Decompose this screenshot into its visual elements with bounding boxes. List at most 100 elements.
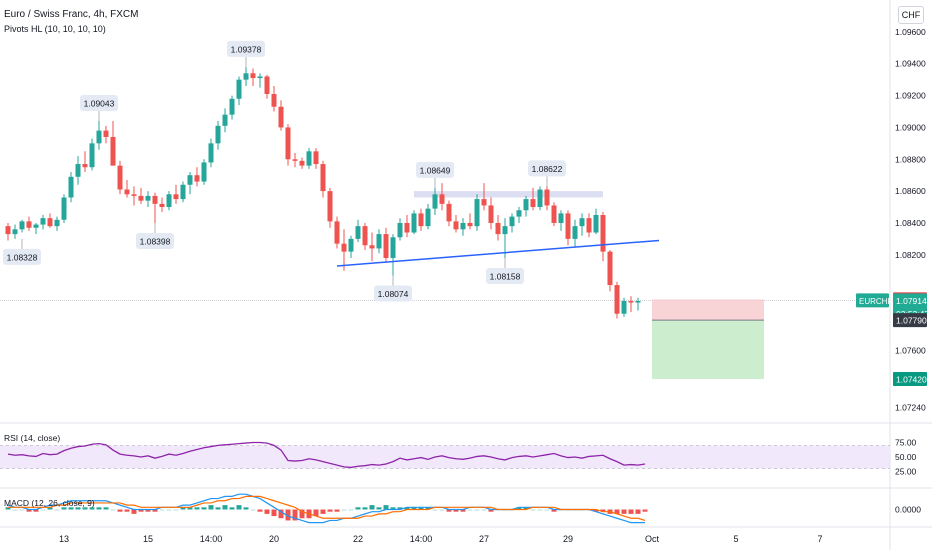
- time-tick-label: 14:00: [410, 534, 433, 544]
- candle-body: [12, 229, 18, 235]
- candle-body: [635, 300, 641, 303]
- entry-price-badge-bg: [893, 313, 927, 328]
- price-tick-label: 1.08800: [895, 154, 926, 164]
- candle-body: [439, 194, 445, 204]
- take-profit-zone: [652, 320, 764, 380]
- pivot-label: 1.08328: [7, 252, 38, 262]
- candle-body: [558, 213, 564, 223]
- resistance-zone: [414, 191, 603, 198]
- candle-body: [523, 199, 529, 211]
- macd-histogram-bar: [593, 509, 599, 512]
- candle-body: [411, 213, 417, 233]
- macd-histogram-bar: [47, 507, 53, 510]
- candle-body: [362, 226, 368, 246]
- macd-histogram-bar: [432, 509, 438, 511]
- macd-histogram-bar: [404, 507, 410, 510]
- candle-body: [47, 218, 53, 227]
- candle-body: [180, 184, 186, 200]
- candle-body: [628, 300, 634, 303]
- candle-body: [516, 210, 522, 217]
- candle-body: [110, 136, 116, 166]
- time-tick-label: 7: [817, 534, 822, 544]
- candle-body: [285, 127, 291, 160]
- macd-histogram-bar: [243, 507, 249, 510]
- candle-body: [75, 164, 81, 177]
- pivot-label-bg: [374, 285, 412, 302]
- indicator-legend[interactable]: Pivots HL (10, 10, 10, 10): [4, 24, 106, 34]
- candle-body: [159, 203, 165, 208]
- macd-histogram-bar: [537, 509, 543, 511]
- macd-histogram-bar: [355, 507, 361, 510]
- macd-histogram-bar: [376, 507, 382, 510]
- macd-histogram-bar: [131, 509, 137, 514]
- candle-body: [82, 164, 88, 168]
- candle-body: [145, 195, 151, 201]
- macd-histogram-bar: [530, 509, 536, 511]
- macd-histogram-bar: [544, 509, 550, 511]
- rsi-line: [7, 441, 646, 469]
- stop-loss-zone: [652, 299, 764, 321]
- pivot-label: 1.08158: [490, 271, 521, 281]
- rsi-tick-label: 75.00: [895, 438, 917, 448]
- candle-body: [299, 160, 305, 166]
- candle-body: [166, 194, 172, 208]
- macd-histogram-bar: [621, 509, 627, 514]
- candle-body: [229, 98, 235, 115]
- time-tick-label: 13: [59, 534, 69, 544]
- candle-body: [348, 238, 354, 252]
- candle-body: [607, 251, 613, 286]
- candle-body: [68, 176, 74, 198]
- macd-histogram-bar: [439, 509, 445, 511]
- macd-histogram-bar: [516, 507, 522, 510]
- candle-body: [460, 222, 466, 230]
- macd-histogram-bar: [488, 509, 494, 512]
- macd-histogram-bar: [446, 509, 452, 512]
- candle-body: [551, 205, 557, 223]
- candle-body: [488, 205, 494, 223]
- macd-histogram-bar: [145, 509, 151, 512]
- currency-button[interactable]: CHF: [898, 6, 924, 24]
- candle-body: [369, 245, 375, 249]
- candle-body: [313, 151, 319, 165]
- time-tick-label: 5: [733, 534, 738, 544]
- macd-histogram-bar: [341, 509, 347, 511]
- macd-histogram-bar: [292, 509, 298, 521]
- time-tick-label: Oct: [645, 534, 660, 544]
- candle-body: [292, 159, 298, 161]
- macd-histogram-bar: [348, 509, 354, 511]
- candle-body: [257, 76, 263, 79]
- candle-body: [124, 189, 130, 195]
- candle-body: [306, 151, 312, 166]
- candle-body: [614, 285, 620, 314]
- candle-body: [565, 213, 571, 239]
- macd-histogram-bar: [229, 507, 235, 510]
- candle-body: [376, 234, 382, 249]
- price-tick-label: 1.09000: [895, 122, 926, 132]
- candle-body: [320, 164, 326, 192]
- chart-title: Euro / Swiss Franc, 4h, FXCM: [4, 9, 139, 20]
- price-tick-label: 1.07240: [895, 403, 926, 413]
- pivot-label-bg: [416, 161, 454, 178]
- candle-body: [152, 195, 158, 204]
- candle-body: [425, 208, 431, 227]
- candle-body: [432, 194, 438, 209]
- candle-body: [341, 243, 347, 252]
- candle-body: [215, 125, 221, 144]
- macd-histogram-bar: [481, 509, 487, 511]
- macd-histogram-bar: [33, 509, 39, 512]
- macd-histogram-bar: [75, 507, 81, 510]
- candle-body: [250, 73, 256, 79]
- candle-body: [243, 73, 249, 80]
- macd-histogram-bar: [19, 509, 25, 511]
- price-tick-label: 1.07600: [895, 345, 926, 355]
- macd-histogram-bar: [54, 509, 60, 511]
- pivot-label: 1.08074: [378, 289, 409, 299]
- candle-body: [544, 189, 550, 206]
- last-price-badge: 1.07914: [896, 296, 927, 306]
- macd-histogram-bar: [614, 509, 620, 514]
- macd-histogram-bar: [173, 509, 179, 511]
- candle-body: [502, 226, 508, 235]
- macd-histogram-bar: [194, 507, 200, 510]
- macd-histogram-bar: [236, 505, 242, 510]
